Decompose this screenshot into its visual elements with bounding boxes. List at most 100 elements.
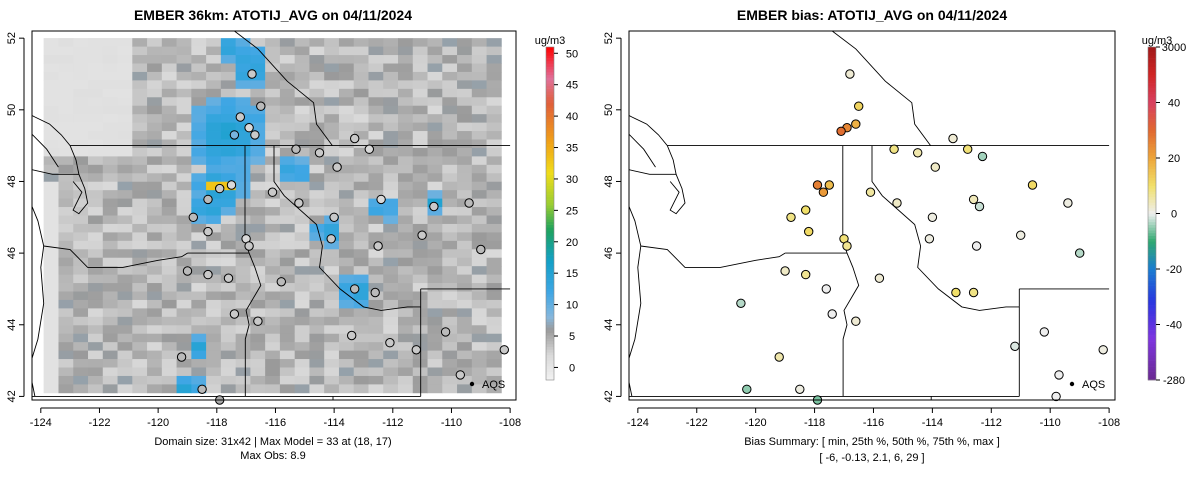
colorbar-segment bbox=[546, 74, 554, 78]
grid-cell bbox=[220, 350, 237, 360]
grid-cell bbox=[368, 274, 384, 284]
grid-cell bbox=[486, 88, 502, 98]
grid-cell bbox=[338, 359, 355, 368]
grid-cell bbox=[398, 249, 414, 259]
grid-cell bbox=[147, 375, 163, 385]
colorbar-segment bbox=[546, 330, 554, 334]
grid-cell bbox=[324, 38, 340, 48]
colorbar-segment bbox=[1148, 282, 1156, 286]
grid-cell bbox=[457, 38, 473, 48]
colorbar-segment bbox=[546, 346, 554, 350]
bias-summary-header: Bias Summary: [ min, 25th %, 50th %, 75t… bbox=[744, 436, 1000, 448]
colorbar-segment bbox=[1148, 74, 1156, 78]
colorbar-segment bbox=[546, 185, 554, 189]
grid-cell bbox=[161, 71, 177, 81]
grid-cell bbox=[161, 342, 177, 352]
colorbar-segment bbox=[546, 343, 554, 347]
grid-cell bbox=[368, 164, 384, 174]
grid-cell bbox=[457, 131, 473, 140]
grid-cell bbox=[294, 80, 310, 90]
grid-cell bbox=[265, 299, 281, 309]
grid-cell bbox=[486, 97, 502, 107]
grid-cell bbox=[176, 122, 192, 132]
colorbar-segment bbox=[1148, 230, 1156, 234]
grid-cell bbox=[442, 88, 458, 98]
colorbar-segment bbox=[546, 55, 554, 59]
station-marker bbox=[1039, 327, 1050, 337]
grid-cell bbox=[132, 266, 148, 276]
grid-cell bbox=[457, 308, 473, 318]
grid-cell bbox=[442, 375, 458, 385]
station-marker bbox=[736, 298, 746, 308]
grid-cell bbox=[132, 350, 148, 360]
grid-cell bbox=[132, 291, 148, 301]
grid-cell bbox=[398, 367, 414, 377]
grid-cell bbox=[73, 223, 89, 233]
grid-cell bbox=[147, 164, 163, 174]
grid-cell bbox=[117, 266, 133, 276]
grid-cell bbox=[132, 147, 148, 157]
grid-cell bbox=[132, 257, 148, 267]
grid-cell bbox=[117, 384, 133, 394]
grid-cell bbox=[486, 350, 502, 360]
grid-cell bbox=[427, 105, 443, 115]
grid-cell bbox=[102, 164, 118, 174]
grid-cell bbox=[368, 350, 384, 360]
grid-cell bbox=[442, 139, 458, 149]
grid-cell bbox=[338, 139, 355, 149]
grid-cell bbox=[161, 299, 177, 309]
map-boundaries bbox=[32, 31, 511, 400]
grid-cell bbox=[457, 139, 473, 149]
grid-cell bbox=[265, 207, 281, 216]
grid-cell bbox=[191, 105, 207, 115]
grid-cell bbox=[117, 71, 133, 81]
grid-cell bbox=[338, 215, 355, 225]
grid-cell bbox=[220, 71, 237, 81]
grid-cell bbox=[471, 223, 487, 233]
grid-cell bbox=[486, 55, 502, 64]
colorbar-segment bbox=[546, 269, 554, 273]
grid-cell bbox=[353, 97, 369, 107]
grid-cell bbox=[132, 367, 148, 377]
grid-cell bbox=[338, 350, 355, 360]
grid-cell bbox=[486, 257, 502, 267]
grid-cell bbox=[43, 139, 59, 149]
grid-cell bbox=[471, 55, 487, 64]
grid-cell bbox=[412, 257, 428, 267]
grid-cell bbox=[427, 131, 443, 140]
grid-cell bbox=[398, 173, 414, 183]
grid-cell bbox=[265, 367, 281, 377]
grid-cell bbox=[176, 215, 192, 225]
y-tick-label: 46 bbox=[603, 247, 615, 259]
grid-cell bbox=[309, 350, 325, 360]
grid-cell bbox=[383, 63, 399, 73]
grid-cell bbox=[161, 164, 177, 174]
grid-cell bbox=[73, 367, 89, 377]
grid-cell bbox=[427, 232, 443, 242]
grid-cell bbox=[102, 97, 118, 107]
grid-cell bbox=[102, 114, 118, 124]
station-marker bbox=[892, 198, 902, 208]
grid-cell bbox=[338, 164, 355, 174]
grid-cell bbox=[427, 367, 443, 377]
grid-cell bbox=[132, 215, 148, 225]
grid-cell bbox=[383, 105, 399, 115]
grid-cell bbox=[353, 147, 369, 157]
grid-cell bbox=[235, 240, 251, 250]
grid-cell bbox=[88, 257, 104, 267]
grid-cell bbox=[442, 55, 458, 64]
grid-cell bbox=[88, 55, 104, 64]
grid-cell bbox=[324, 71, 340, 81]
grid-cell bbox=[176, 97, 192, 107]
grid-cell bbox=[294, 367, 310, 377]
grid-cell bbox=[398, 122, 414, 132]
grid-cell bbox=[117, 55, 133, 64]
grid-cell bbox=[147, 367, 163, 377]
colorbar-tick-label: 15 bbox=[566, 268, 578, 280]
grid-cell bbox=[368, 257, 384, 267]
grid-cell bbox=[147, 147, 163, 157]
grid-cell bbox=[265, 375, 281, 385]
station-marker bbox=[1054, 370, 1064, 380]
grid-cell bbox=[442, 257, 458, 267]
